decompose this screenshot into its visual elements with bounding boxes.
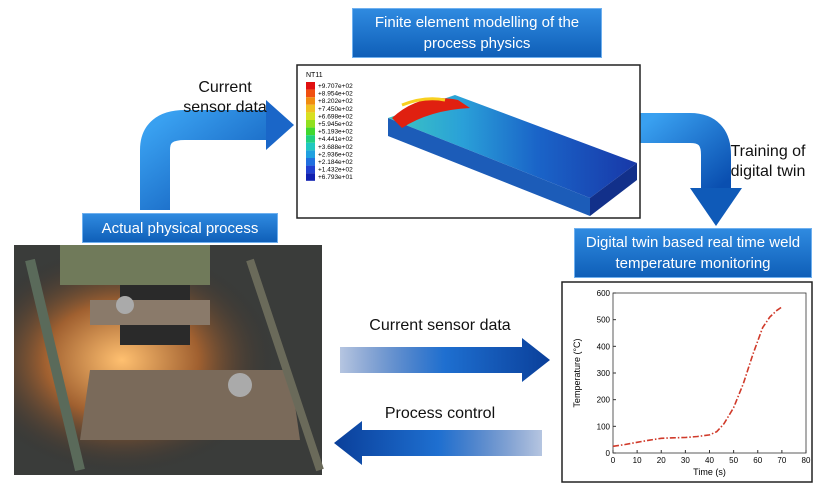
y-tick-label: 300 (597, 369, 611, 378)
clamp (90, 300, 210, 325)
legend-swatch (306, 128, 315, 136)
legend-swatch (306, 135, 315, 143)
x-tick-label: 50 (729, 456, 738, 465)
x-tick-label: 60 (753, 456, 762, 465)
legend-value: +8.954e+02 (318, 91, 353, 98)
label: Process control (340, 404, 540, 424)
legend-value: +1.432e+02 (318, 167, 353, 174)
y-tick-label: 100 (597, 422, 611, 431)
bolt (228, 373, 252, 397)
legend-title: NT11 (306, 72, 323, 79)
label: Current sensor data (175, 78, 275, 118)
x-tick-label: 30 (681, 456, 690, 465)
legend-swatch (306, 173, 315, 181)
legend-swatch (306, 90, 315, 98)
y-tick-label: 200 (597, 396, 611, 405)
x-tick-label: 0 (611, 456, 616, 465)
arrow (340, 338, 550, 382)
x-tick-label: 10 (633, 456, 642, 465)
chart-frame (562, 282, 812, 482)
legend-swatch (306, 105, 315, 113)
legend-swatch (306, 166, 315, 174)
page: NT11 +9.707e+02+8.954e+02+8.202e+02+7.450… (0, 0, 814, 484)
bolt (116, 296, 134, 314)
legend-swatch (306, 82, 315, 90)
legend-swatch (306, 150, 315, 158)
legend-swatch (306, 158, 315, 166)
x-tick-label: 70 (777, 456, 786, 465)
arrow (334, 421, 542, 465)
legend-value: +4.441e+02 (318, 136, 353, 143)
legend-swatch (306, 112, 315, 120)
twin-title: Digital twin based real time weld temper… (574, 228, 812, 278)
y-axis-label: Temperature (°C) (572, 338, 582, 407)
machine-head (60, 245, 210, 285)
arrow (155, 125, 268, 210)
legend-value: +8.202e+02 (318, 98, 353, 105)
fe-title: Finite element modelling of the process … (352, 8, 602, 58)
arrow (640, 128, 716, 190)
y-tick-label: 600 (597, 289, 611, 298)
legend-value: +6.793e+01 (318, 174, 353, 181)
legend-value: +2.184e+02 (318, 159, 353, 166)
legend-swatch (306, 120, 315, 128)
x-tick-label: 20 (657, 456, 666, 465)
legend-value: +9.707e+02 (318, 83, 353, 90)
y-tick-label: 400 (597, 342, 611, 351)
label: Training of digital twin (722, 142, 814, 182)
legend-value: +6.698e+02 (318, 113, 353, 120)
legend-swatch (306, 97, 315, 105)
legend-value: +7.450e+02 (318, 106, 353, 113)
clamp (80, 370, 300, 440)
y-tick-label: 500 (597, 316, 611, 325)
label: Current sensor data (340, 316, 540, 336)
x-axis-label: Time (s) (693, 467, 726, 477)
legend-value: +5.945e+02 (318, 121, 353, 128)
x-tick-label: 80 (802, 456, 811, 465)
legend-value: +3.688e+02 (318, 144, 353, 151)
x-tick-label: 40 (705, 456, 714, 465)
legend-swatch (306, 143, 315, 151)
physical-title: Actual physical process (82, 213, 278, 243)
legend-value: +2.936e+02 (318, 151, 353, 158)
arrowhead (690, 188, 742, 226)
legend-value: +5.193e+02 (318, 129, 353, 136)
